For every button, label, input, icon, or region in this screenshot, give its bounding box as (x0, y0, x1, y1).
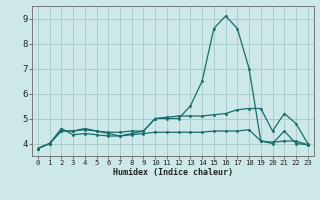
X-axis label: Humidex (Indice chaleur): Humidex (Indice chaleur) (113, 168, 233, 177)
